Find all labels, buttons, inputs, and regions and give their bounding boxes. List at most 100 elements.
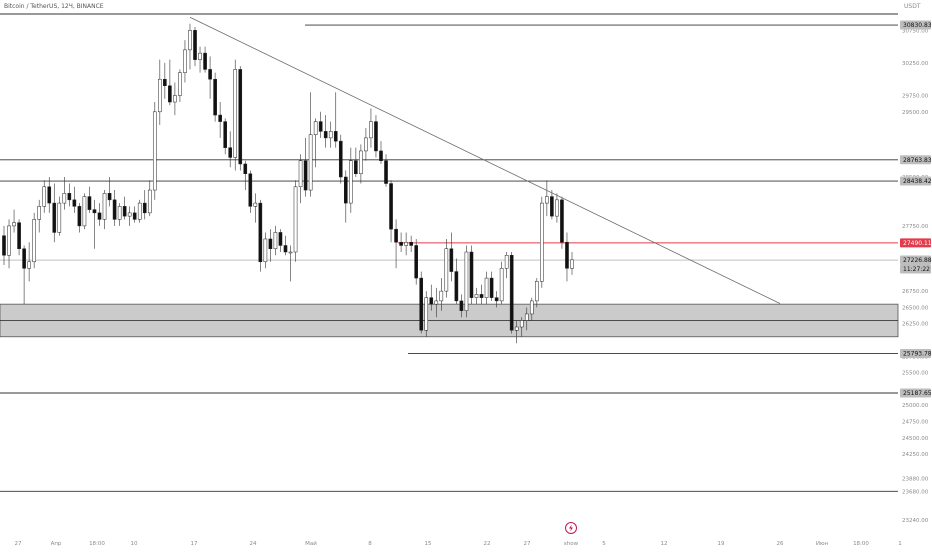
price-tick-label: 27750.00 [902, 224, 929, 230]
candle-body [87, 196, 92, 210]
candle-body [293, 186, 298, 253]
price-tick-label: 24500.00 [902, 436, 929, 442]
candle-body [183, 49, 187, 73]
candle-body [318, 121, 323, 132]
candle-body [565, 241, 569, 269]
candle-body [384, 160, 388, 184]
candle-body [178, 72, 182, 96]
candle-body [560, 199, 564, 243]
candle-body [77, 206, 82, 227]
price-tick-label: 30750.00 [902, 28, 929, 34]
symbol-title[interactable]: Bitcoin / TetherUS, 12Ч, BINANCE [4, 3, 104, 10]
price-tick-label: 24250.00 [902, 452, 929, 458]
time-tick-label: 27 [524, 541, 531, 547]
candle-body [22, 248, 26, 269]
price-tick-label: 25000.00 [902, 403, 929, 409]
candle-body [7, 225, 11, 256]
candle-body [57, 202, 62, 233]
time-tick-label: 27 [15, 541, 22, 547]
candle-body [414, 245, 418, 279]
candle-body [127, 212, 132, 217]
price-tick-label: 29750.00 [902, 94, 929, 100]
time-tick-label: 8 [368, 541, 372, 547]
candle-body [97, 212, 102, 220]
price-badge-label: 25187.65 [903, 390, 932, 397]
price-badge [900, 388, 931, 398]
candle-body [484, 277, 489, 298]
candle-body [308, 134, 313, 191]
price-badge-label: 27226.88 [903, 257, 932, 264]
time-tick-label: 18:00 [853, 541, 869, 547]
time-tick-label: 12 [661, 541, 668, 547]
candle-body [379, 150, 383, 161]
candle-body [369, 121, 373, 139]
candle-body [449, 248, 454, 272]
candle-body [203, 52, 207, 70]
candle-body [454, 271, 459, 302]
candle-body [540, 202, 544, 282]
price-tick-label: 23880.00 [902, 476, 929, 482]
candle-body [47, 186, 52, 204]
candle-body [469, 251, 474, 298]
candle-body [147, 189, 152, 214]
candle-body [163, 78, 167, 86]
candle-body [278, 232, 283, 246]
time-axis[interactable]: 27 Апр 18:00 10 17 24 Май 8 15 22 27 show 5 12 19 26 Июн… [15, 522, 902, 548]
time-tick-label: Июн [816, 541, 829, 547]
candle-body [72, 199, 77, 207]
candle-body [198, 52, 202, 60]
candle-body [253, 202, 258, 207]
overlay-layer [189, 16, 781, 304]
candle-body [42, 186, 47, 207]
price-badge-label: 11:27:22 [903, 266, 930, 273]
price-badge-label: 25793.78 [903, 350, 932, 357]
price-tick-label: 26500.00 [902, 305, 929, 311]
candle-body [399, 241, 403, 246]
candle-body [444, 248, 449, 292]
candle-body [464, 251, 469, 311]
candle-body [32, 219, 36, 263]
candle-body [509, 255, 514, 331]
levels-layer [0, 13, 898, 492]
candle-body [102, 193, 107, 220]
currency-unit-label: USDT [904, 3, 921, 10]
candle-body [474, 294, 479, 298]
candle-body [67, 193, 72, 201]
candle-body [424, 297, 429, 331]
candle-body [394, 228, 398, 243]
candle-body [107, 193, 112, 201]
time-tick-label: 15 [425, 541, 432, 547]
candle-body [364, 137, 368, 152]
price-tick-label: 26750.00 [902, 289, 929, 295]
price-badge [900, 155, 931, 165]
candle-body [27, 261, 31, 269]
time-tick-label: 26 [777, 541, 784, 547]
candle-body [223, 121, 227, 148]
candle-body [529, 300, 534, 315]
price-axis[interactable]: 30750.0030250.0029750.0029500.0028750.00… [902, 28, 929, 524]
time-tick-label: 22 [484, 541, 491, 547]
candle-body [374, 121, 378, 152]
candle-body [37, 206, 41, 220]
candle-body [112, 199, 117, 220]
candle-body [429, 297, 434, 305]
candle-body [17, 222, 21, 249]
candle-body [122, 206, 127, 217]
time-tick-label: Май [305, 540, 317, 547]
candle-body [218, 114, 222, 122]
candle-body [343, 176, 348, 204]
lightning-icon [565, 522, 577, 534]
candle-body [514, 326, 519, 331]
candle-body [258, 202, 263, 263]
candle-body [142, 202, 147, 214]
time-tick-label: 10 [131, 541, 138, 547]
price-tick-label: 23240.00 [902, 518, 929, 524]
time-tick-label: 1 [898, 541, 902, 547]
time-tick-label: Апр [51, 541, 62, 547]
price-badge [900, 238, 931, 248]
price-badge [900, 264, 931, 274]
price-badge-label: 30830.83 [903, 22, 932, 29]
candle-body [359, 150, 363, 175]
